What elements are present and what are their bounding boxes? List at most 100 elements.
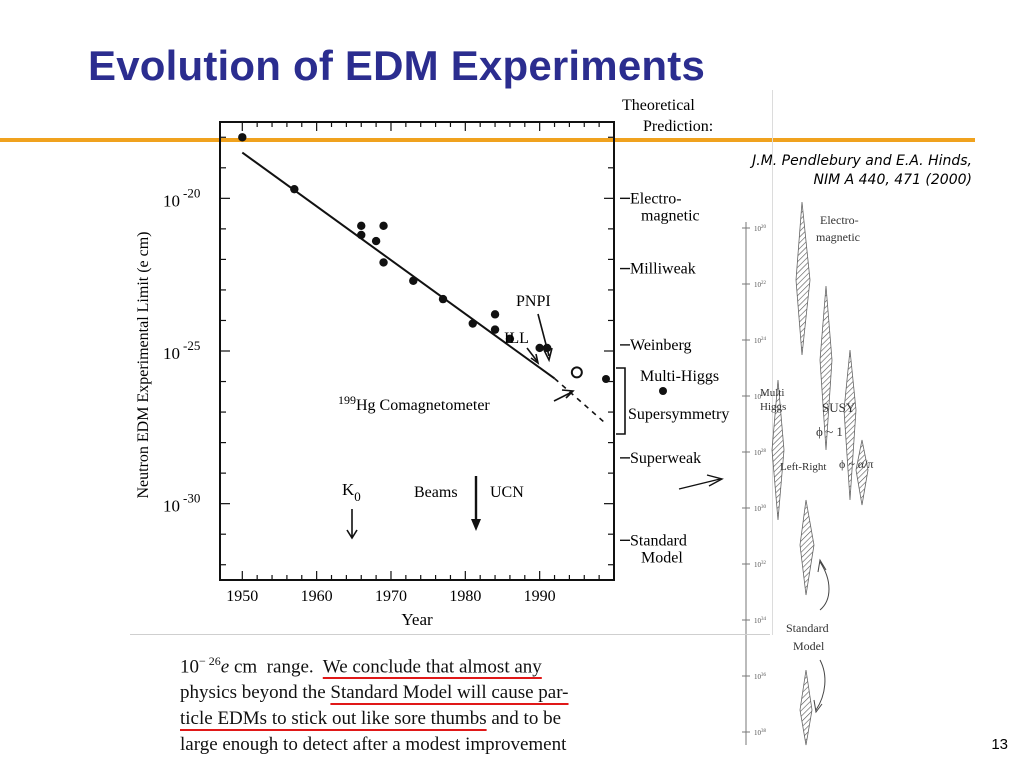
scale-tick-base: 10 bbox=[754, 281, 762, 289]
data-point bbox=[505, 334, 515, 343]
excerpt-highlight-3: ticle EDMs to stick out like sore thumbs bbox=[180, 708, 487, 730]
title-underline-rule bbox=[0, 138, 975, 142]
theory-label: Model bbox=[641, 549, 683, 566]
data-point bbox=[490, 325, 500, 334]
multi-higgs-label: Multi-Higgs bbox=[640, 368, 719, 385]
scale-tick-base: 10 bbox=[754, 449, 762, 457]
data-points bbox=[238, 133, 552, 353]
scale-tick-label: 1038 bbox=[754, 729, 767, 737]
left-right-band bbox=[771, 379, 785, 521]
excerpt-ten: 10 bbox=[180, 656, 199, 678]
scale-tick-exp: 36 bbox=[761, 673, 767, 678]
side-standard-model-2: Model bbox=[793, 639, 825, 653]
x-tick-label: 1960 bbox=[301, 588, 333, 605]
side-phi-1: ϕ ~ 1 bbox=[816, 424, 843, 439]
scale-tick-base: 10 bbox=[754, 561, 762, 569]
side-susy: SUSY bbox=[822, 400, 856, 415]
ucn-label: UCN bbox=[490, 484, 524, 501]
pointer-arrow bbox=[678, 478, 721, 490]
excerpt-line-3: ticle EDMs to stick out like sore thumbs… bbox=[180, 706, 660, 732]
data-point bbox=[357, 221, 366, 231]
beams-ucn-arrowhead bbox=[471, 519, 481, 531]
scale-tick-label: 1028 bbox=[754, 449, 767, 457]
axis-ticks bbox=[220, 122, 615, 580]
slide-number: 13 bbox=[991, 736, 1008, 753]
scale-tick-exp: 20 bbox=[761, 225, 767, 230]
scale-tick-base: 10 bbox=[754, 337, 762, 345]
pointer-arrowhead bbox=[706, 474, 724, 487]
data-point bbox=[535, 343, 544, 353]
side-arrow-up bbox=[817, 558, 830, 611]
trend-line bbox=[241, 151, 556, 380]
supersymmetry-bracket bbox=[616, 367, 626, 435]
theory-label: Superweak bbox=[630, 450, 701, 467]
pnpi-arrow bbox=[537, 313, 550, 357]
paper-excerpt: 10− 26e cm range. We conclude that almos… bbox=[180, 648, 660, 758]
k0-label: K0 bbox=[342, 480, 361, 504]
excerpt-range: cm range. bbox=[229, 656, 323, 678]
theory-header-line2: Prediction: bbox=[643, 118, 713, 135]
scale-tick-exp: 38 bbox=[761, 729, 767, 734]
pnpi-arrowhead bbox=[543, 347, 553, 363]
theory-label: Milliweak bbox=[630, 261, 696, 278]
scale-tick-base: 10 bbox=[754, 225, 762, 233]
scale-tick-label: 1020 bbox=[754, 225, 767, 233]
scale-tick-exp: 22 bbox=[761, 281, 767, 286]
plot-frame bbox=[219, 121, 615, 581]
ill-arrow bbox=[526, 347, 538, 362]
theory-scale-figure: 1020102210241026102810301032103410361038… bbox=[742, 201, 874, 746]
data-point bbox=[379, 258, 388, 267]
data-point bbox=[371, 236, 381, 246]
scale-tick-exp: 28 bbox=[761, 449, 767, 454]
multi-higgs-marker bbox=[602, 375, 610, 383]
x-tick-label: 1970 bbox=[375, 588, 407, 605]
excerpt-highlight-1: We conclude that almost any bbox=[322, 656, 542, 678]
side-multi-higgs-1: Multi bbox=[760, 387, 784, 399]
scale-tick-exp: 34 bbox=[761, 617, 767, 622]
scale-tick-base: 10 bbox=[754, 729, 762, 737]
theory-label: Electro- bbox=[630, 190, 682, 207]
data-point bbox=[468, 319, 477, 328]
excerpt-exponent: − 26 bbox=[199, 654, 221, 668]
beams-label: Beams bbox=[414, 484, 458, 501]
citation-journal: NIM A 440, 471 (2000) bbox=[813, 172, 972, 188]
y-tick-base: 10 bbox=[163, 191, 180, 210]
theory-label: Standard bbox=[630, 532, 687, 549]
theory-header-line1: Theoretical bbox=[622, 97, 695, 114]
x-axis-label: Year bbox=[401, 610, 433, 629]
data-point bbox=[542, 343, 552, 353]
standard-model-band-upper bbox=[799, 499, 815, 596]
data-point bbox=[290, 184, 299, 194]
side-left-right: Left-Right bbox=[780, 461, 826, 473]
x-tick-label: 1980 bbox=[449, 588, 481, 605]
data-point bbox=[409, 276, 418, 285]
x-tick-label: 1990 bbox=[524, 588, 556, 605]
data-point bbox=[357, 230, 366, 240]
data-point bbox=[438, 294, 448, 304]
x-tick-labels: 1950 1960 1970 1980 1990 bbox=[226, 588, 555, 605]
k0-base: K bbox=[342, 480, 355, 499]
scale-tick-base: 10 bbox=[754, 505, 762, 513]
trend-line-extrapolation bbox=[553, 377, 608, 425]
y-axis-label: Neutron EDM Experimental Limit (e cm) bbox=[135, 231, 152, 498]
scale-tick-label: 1034 bbox=[754, 617, 767, 625]
comagnetometer-text: Hg Comagnetometer bbox=[356, 397, 490, 414]
y-tick-base: 10 bbox=[163, 497, 180, 516]
data-point bbox=[379, 221, 388, 231]
scale-tick-label: 1032 bbox=[754, 561, 767, 569]
theory-scale-panel: 1020 1022 1024 1026 1028 1030 1032 1034 1036 1038… bbox=[740, 200, 890, 750]
k0-arrow bbox=[346, 509, 358, 540]
data-point bbox=[490, 310, 500, 319]
phi-alpha-band bbox=[855, 439, 869, 506]
side-electromagnetic-2: magnetic bbox=[816, 230, 860, 244]
side-electromagnetic-1: Electro- bbox=[820, 213, 859, 227]
ill-arrowhead bbox=[530, 353, 540, 365]
citation: J.M. Pendlebury and E.A. Hinds, NIM A 44… bbox=[752, 152, 972, 190]
scale-tick-exp: 26 bbox=[761, 393, 767, 398]
side-phi-alpha: ϕ ~ α/π bbox=[839, 457, 874, 471]
y-tick-exp: -20 bbox=[183, 185, 200, 200]
side-multi-higgs-2: Higgs bbox=[760, 401, 786, 413]
y-tick-exp: -25 bbox=[183, 338, 200, 353]
